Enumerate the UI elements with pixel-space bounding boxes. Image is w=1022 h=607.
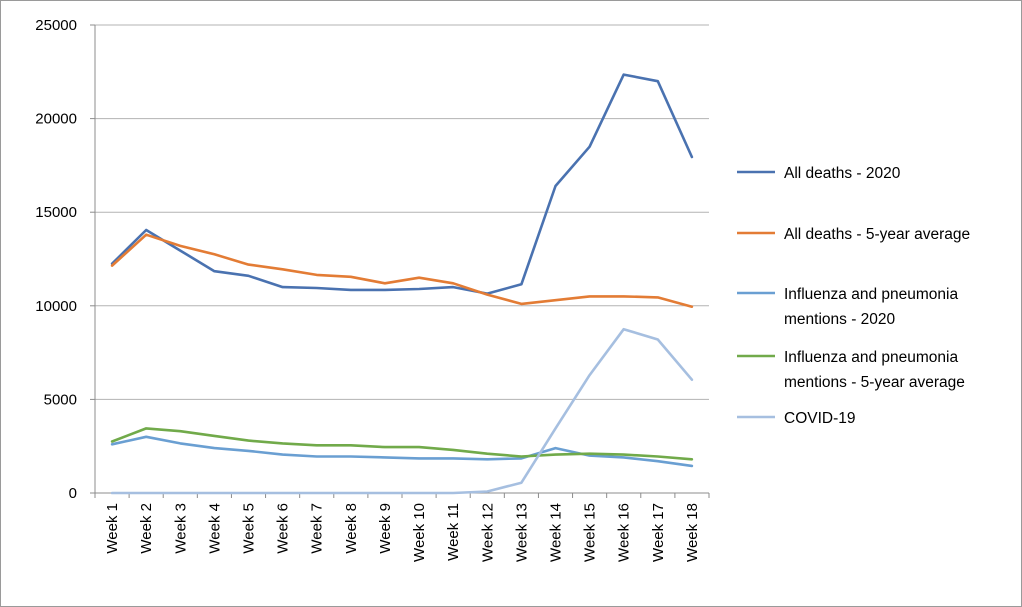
- x-tick-label: Week 5: [241, 503, 258, 554]
- x-tick-label: Week 6: [275, 503, 292, 554]
- series-line-2: [110, 435, 694, 468]
- series-line-0: [110, 73, 694, 295]
- legend-label: Influenza and pneumonia: [784, 349, 958, 366]
- legend-item: Influenza and pneumonia mentions - 5-year…: [737, 349, 965, 391]
- x-tick-label: Week 17: [650, 503, 667, 562]
- x-tick-label: Week 18: [684, 503, 701, 562]
- gridlines: [95, 24, 709, 400]
- series-lines: [110, 73, 694, 495]
- x-tick-label: Week 13: [513, 503, 530, 562]
- legend-label: mentions - 2020: [784, 311, 896, 328]
- legend: All deaths - 2020 All deaths - 5-year ave…: [737, 165, 970, 427]
- x-tick-label: Week 9: [377, 503, 394, 554]
- legend-item: Influenza and pneumonia mentions - 2020: [737, 286, 958, 328]
- x-tick-label: Week 14: [548, 503, 565, 562]
- y-tick-label: 25000: [35, 17, 77, 34]
- legend-item: All deaths - 5-year average: [737, 226, 970, 243]
- legend-label: All deaths - 5-year average: [784, 226, 970, 243]
- x-tick-label: Week 11: [445, 503, 462, 561]
- legend-label: COVID-19: [784, 410, 856, 427]
- series-line-4: [110, 327, 694, 495]
- y-tick-label: 10000: [35, 298, 77, 315]
- y-tick-label: 5000: [44, 391, 77, 408]
- x-tick-label: Week 8: [343, 503, 360, 554]
- series-line-3: [110, 427, 694, 461]
- x-tick-label: Week 2: [138, 503, 155, 554]
- x-tick-label: Week 7: [309, 503, 326, 554]
- x-tick-label: Week 3: [172, 503, 189, 554]
- y-tick-label: 15000: [35, 204, 77, 221]
- x-tick-label: Week 16: [616, 503, 633, 562]
- x-tick-label: Week 15: [582, 503, 599, 562]
- legend-item: All deaths - 2020: [737, 165, 901, 182]
- x-tick-label: Week 4: [206, 503, 223, 554]
- x-tick-label: Week 10: [411, 503, 428, 562]
- x-tick-label: Week 12: [479, 503, 496, 562]
- y-tick-label: 20000: [35, 111, 77, 128]
- legend-label: Influenza and pneumonia: [784, 286, 958, 303]
- x-tick-label: Week 1: [104, 503, 121, 554]
- legend-label: mentions - 5-year average: [784, 374, 965, 391]
- x-axis-ticks: Week 1 Week 2 Week 3 Week 4 Week 5 Week 6 Week…: [94, 493, 710, 562]
- legend-item: COVID-19: [737, 410, 856, 427]
- y-axis-ticks: 0 5000 10000 15000 20000 25000: [35, 17, 95, 502]
- legend-label: All deaths - 2020: [784, 165, 901, 182]
- y-tick-label: 0: [69, 485, 77, 502]
- axes: [94, 25, 709, 494]
- series-line-1: [110, 233, 694, 309]
